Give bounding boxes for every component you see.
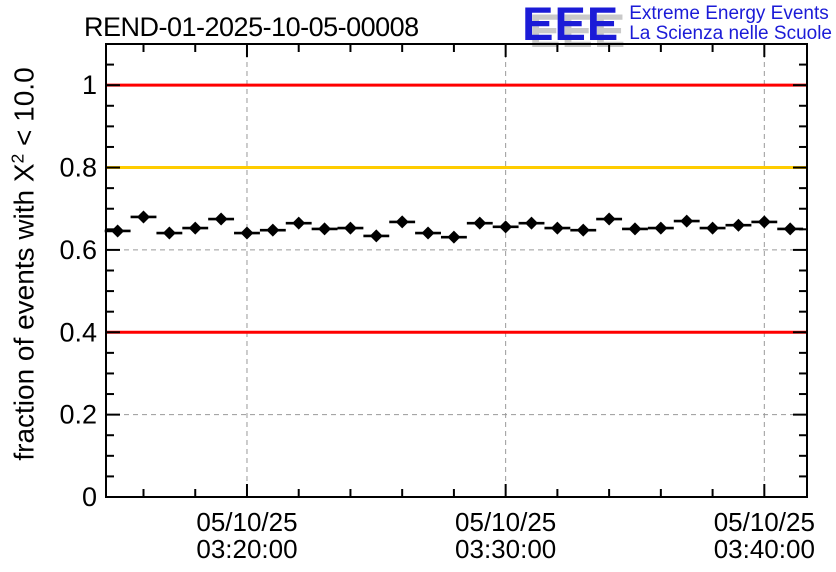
data-point-marker [654,221,668,235]
data-point-marker [602,212,616,226]
plot-frame [105,43,808,498]
data-point-marker [111,224,125,238]
data-point-marker [214,212,228,226]
data-point-marker [576,223,590,237]
y-tick-label: 0.4 [59,317,97,347]
data-point-marker [188,221,202,235]
data-point-marker [395,215,409,229]
data-point-marker [421,226,435,240]
data-point-marker [162,226,176,240]
data-point-marker [240,226,254,240]
eee-logo-text: Extreme Energy Events La Scienza nelle S… [629,4,832,44]
data-point-marker [731,218,745,232]
data-point-marker [757,215,771,229]
x-tick-label-date: 05/10/25 [714,507,815,537]
data-point-marker [292,216,306,230]
y-tick-label: 0.8 [59,153,97,183]
x-tick-label-time: 03:40:00 [714,534,815,564]
data-point-marker [343,221,357,235]
y-tick-label: 0.6 [59,235,97,265]
data-point-marker [137,210,151,224]
data-point-marker [783,222,797,236]
data-point-marker [680,214,694,228]
data-point-marker [550,221,564,235]
data-point-marker [628,222,642,236]
y-tick-label: 0.2 [59,400,97,430]
data-point-marker [525,216,539,230]
data-point-marker [706,221,720,235]
data-point-marker [447,230,461,244]
plot-title: REND-01-2025-10-05-00008 [84,12,419,42]
y-tick-label: 1 [82,70,97,100]
data-point-marker [266,223,280,237]
x-tick-label-date: 05/10/25 [196,507,297,537]
data-point-marker [318,222,332,236]
x-tick-label-time: 03:30:00 [455,534,556,564]
eee-logo-line1: Extreme Energy Events [629,3,829,24]
x-tick-label-date: 05/10/25 [455,507,556,537]
y-tick-label: 0 [82,482,97,512]
eee-logo-acronym: EEE [522,0,620,50]
data-point-marker [473,216,487,230]
data-point-marker [499,220,513,234]
data-point-marker [369,229,383,243]
x-tick-label-time: 03:20:00 [196,534,297,564]
eee-logo: EEE Extreme Energy Events La Scienza nel… [522,0,832,50]
eee-logo-line2: La Scienza nelle Scuole [629,22,832,44]
